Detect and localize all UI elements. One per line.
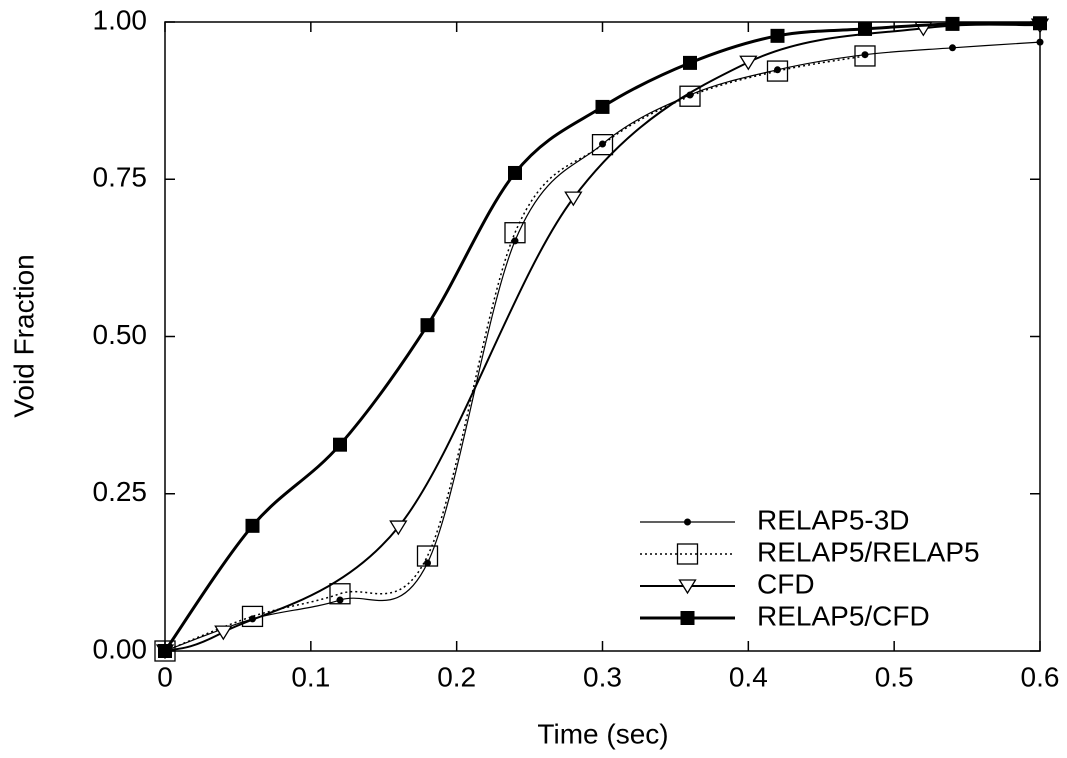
x-tick-label: 0.1 [291, 661, 330, 692]
marker [1033, 16, 1047, 31]
marker [154, 640, 176, 662]
marker [336, 596, 344, 604]
legend-label: RELAP5/CFD [757, 600, 930, 631]
marker [679, 85, 701, 107]
series-line [164, 55, 866, 652]
marker [770, 28, 785, 43]
marker [508, 165, 522, 180]
marker [329, 583, 351, 605]
y-tick-label: 0.25 [93, 476, 148, 507]
marker [854, 45, 876, 67]
marker [1036, 38, 1044, 46]
marker [564, 191, 583, 207]
y-tick-label: 1.00 [93, 4, 148, 35]
legend-label: CFD [757, 568, 815, 599]
marker [774, 66, 781, 74]
marker [245, 518, 260, 533]
legend-marker [680, 611, 695, 625]
series-line [164, 41, 1041, 652]
x-tick-label: 0.2 [437, 661, 476, 692]
x-tick-label: 0.5 [875, 661, 914, 692]
marker [333, 437, 347, 452]
marker [416, 545, 439, 567]
y-axis-label: Void Fraction [8, 254, 39, 417]
legend-label: RELAP5/RELAP5 [757, 536, 980, 567]
marker [858, 21, 872, 36]
legend-label: RELAP5-3D [757, 504, 910, 535]
x-tick-label: 0.4 [729, 661, 768, 692]
plot-frame [164, 21, 1041, 652]
marker [591, 134, 614, 156]
marker [683, 55, 697, 70]
marker [389, 520, 408, 536]
marker [766, 60, 789, 82]
x-tick-label: 0.6 [1021, 661, 1060, 692]
series-line [163, 21, 1041, 652]
legend-marker [684, 518, 691, 526]
marker [945, 16, 960, 31]
marker [424, 559, 431, 567]
y-tick-label: 0.00 [93, 633, 148, 664]
legend-marker [678, 579, 697, 595]
x-tick-label: 0.3 [583, 661, 622, 692]
marker [504, 222, 526, 244]
marker [595, 99, 610, 114]
x-axis-label: Time (sec) [537, 718, 668, 749]
legend-marker [676, 543, 699, 565]
marker [420, 318, 435, 333]
marker [949, 44, 956, 52]
marker [861, 51, 869, 59]
marker [214, 625, 233, 641]
marker [739, 55, 758, 71]
y-tick-label: 0.50 [93, 319, 148, 350]
marker [599, 140, 606, 148]
marker [158, 644, 172, 658]
y-tick-label: 0.75 [93, 162, 148, 193]
x-tick-label: 0 [157, 661, 173, 692]
series-line [164, 23, 1041, 652]
